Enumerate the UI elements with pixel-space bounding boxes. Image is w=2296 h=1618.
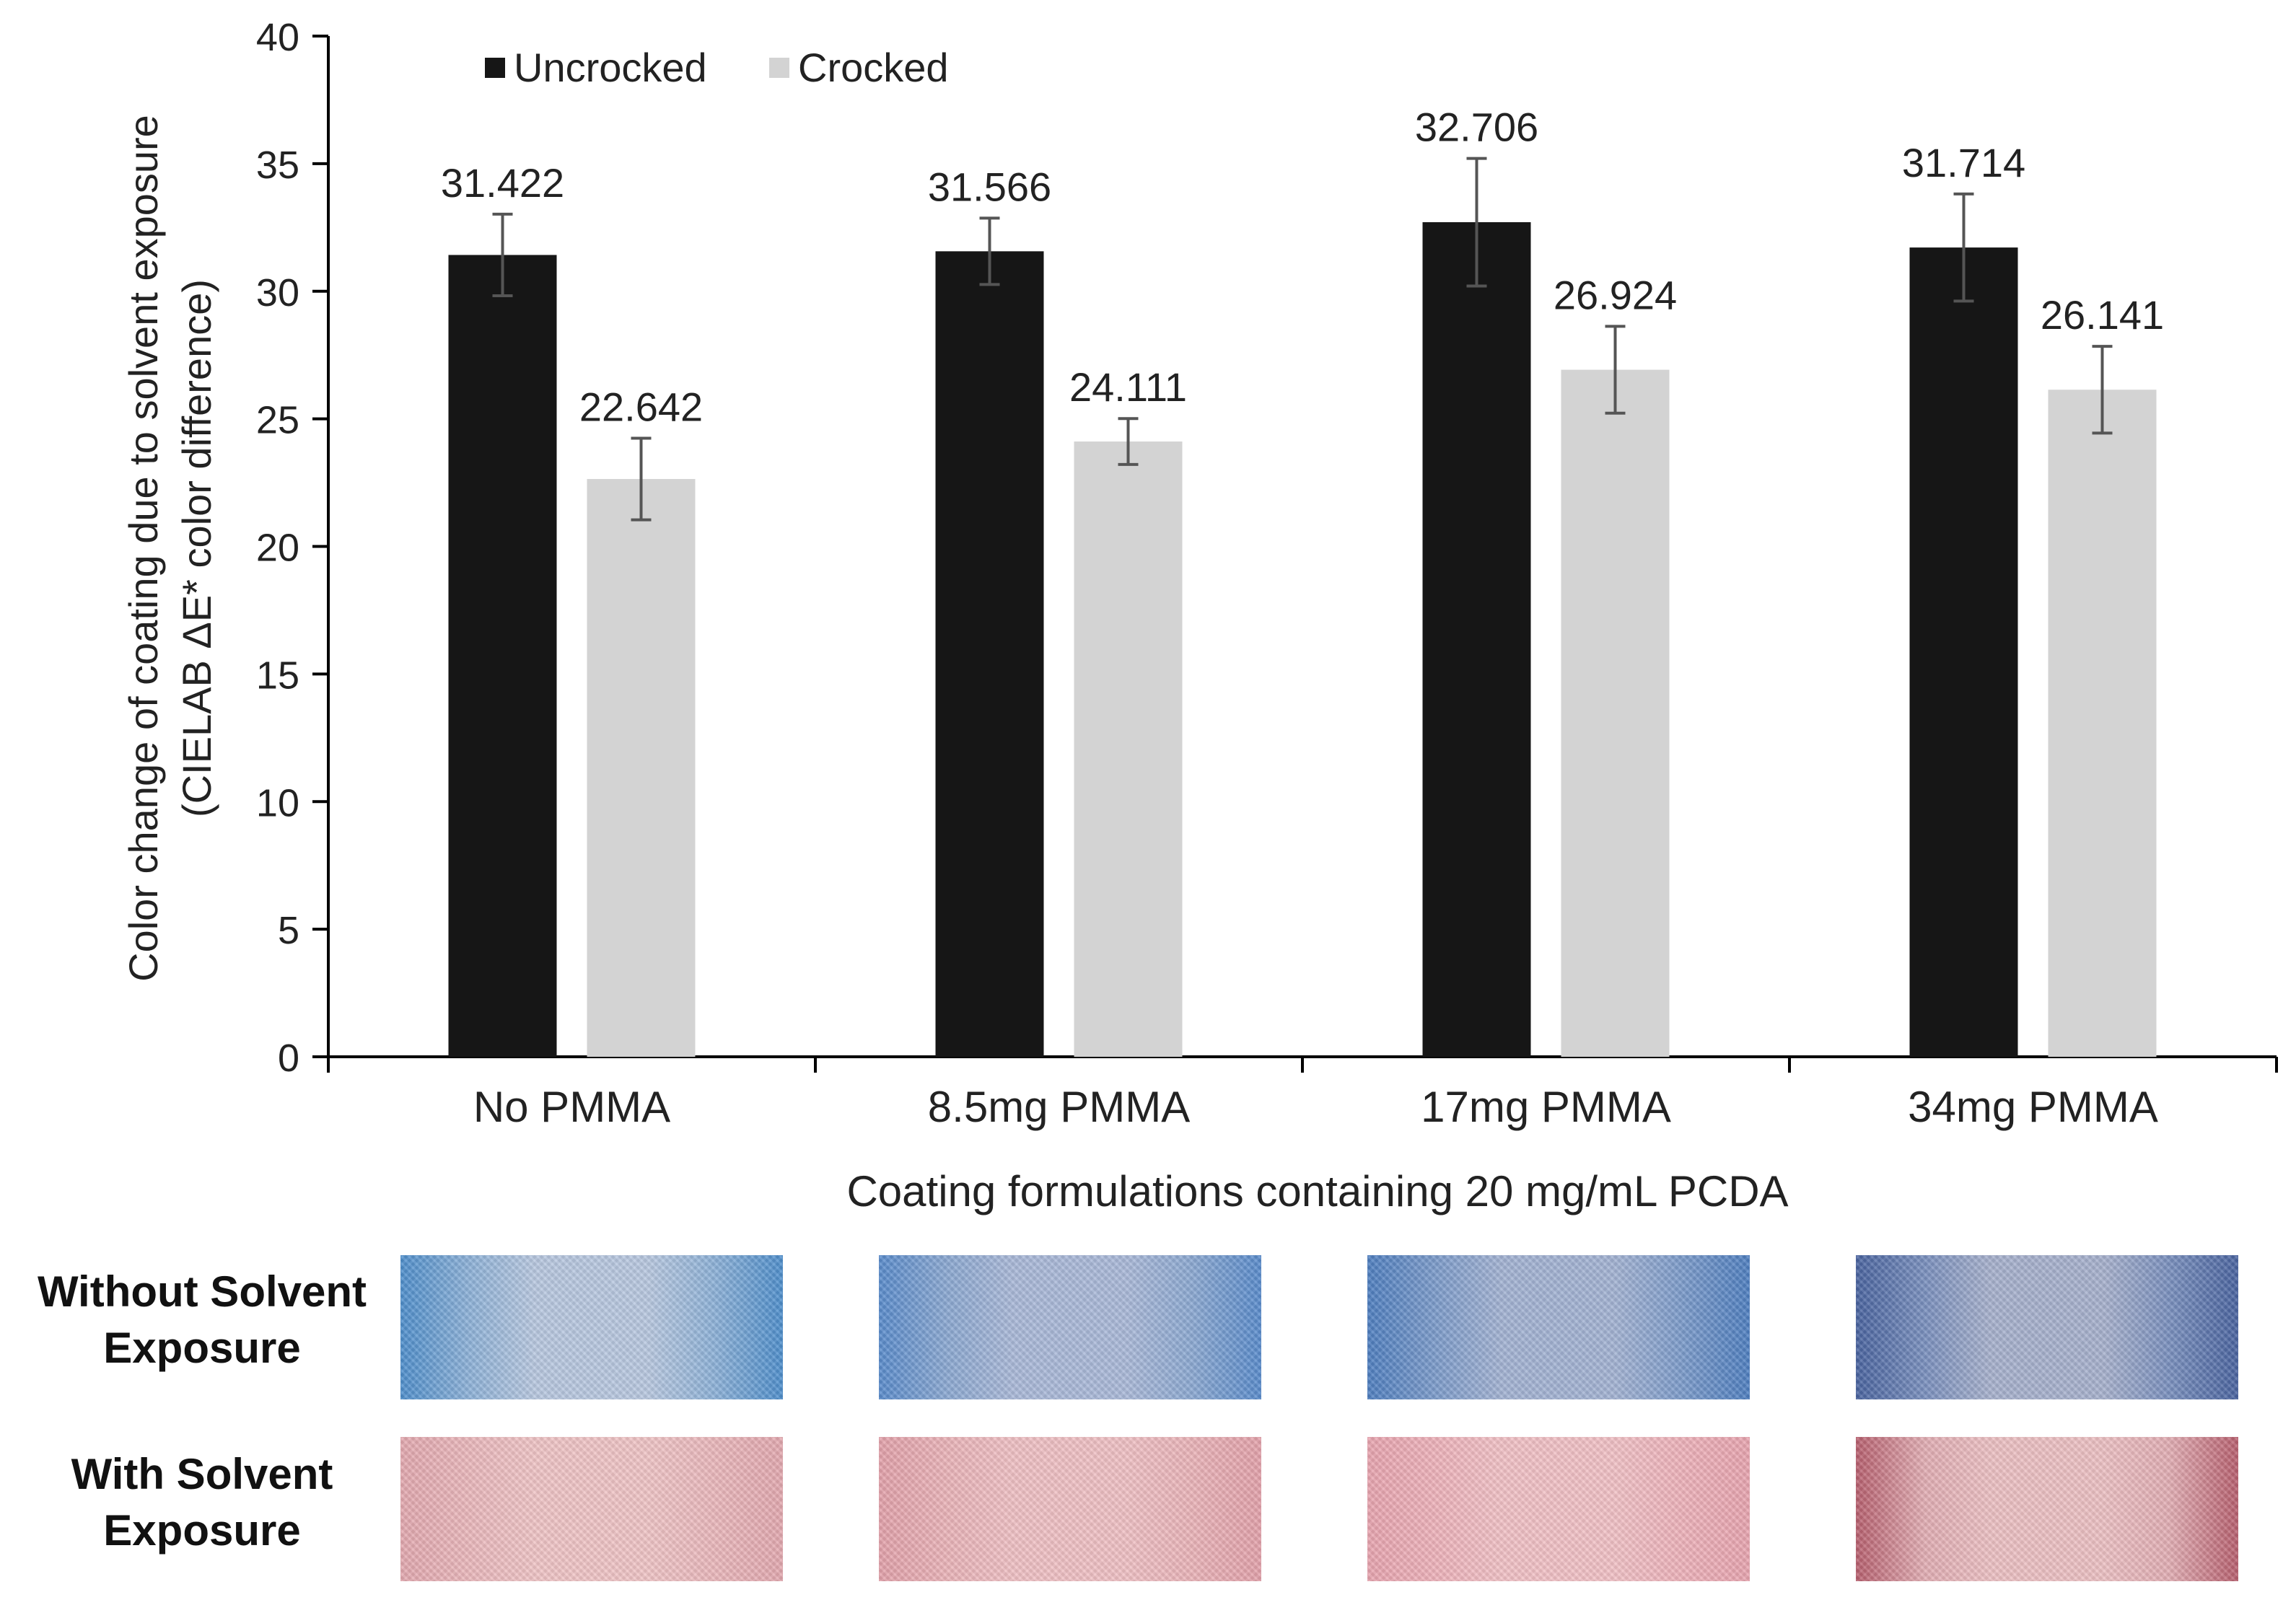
x-category-label: 34mg PMMA	[1908, 1083, 2158, 1131]
fabric-texture	[400, 1255, 783, 1399]
fabric-texture	[1367, 1437, 1750, 1581]
x-category-label: No PMMA	[473, 1083, 670, 1131]
data-label: 22.642	[579, 384, 703, 429]
fabric-texture	[1367, 1255, 1750, 1399]
fabric-swatch-image	[879, 1255, 1261, 1399]
bar-uncrocked	[448, 255, 557, 1057]
swatch-row-label-without-solvent: Without Solvent Exposure	[14, 1264, 390, 1376]
data-label: 26.924	[1554, 272, 1677, 317]
fabric-swatch-image	[1856, 1255, 2238, 1399]
data-label: 31.422	[441, 160, 564, 206]
x-axis-title: Coating formulations containing 20 mg/mL…	[846, 1167, 1788, 1215]
data-label: 31.714	[1902, 140, 2025, 185]
fabric-swatch-image	[1856, 1437, 2238, 1581]
y-tick-label: 40	[256, 16, 299, 59]
x-category-label: 8.5mg PMMA	[928, 1083, 1190, 1131]
fabric-texture	[1856, 1255, 2238, 1399]
fabric-swatch-image	[1367, 1437, 1750, 1581]
legend-swatch-crocked	[769, 58, 789, 78]
row-label-line: With Solvent	[71, 1450, 333, 1498]
y-tick-label: 15	[256, 654, 299, 697]
row-label-line: Without Solvent	[37, 1267, 367, 1316]
y-tick-label: 25	[256, 399, 299, 442]
bar-uncrocked	[1422, 222, 1531, 1057]
fabric-swatch-image	[879, 1437, 1261, 1581]
legend-label-crocked: Crocked	[798, 45, 949, 90]
fabric-texture	[879, 1437, 1261, 1581]
legend-swatch-uncrocked	[485, 58, 505, 78]
data-label: 31.566	[928, 164, 1051, 209]
y-tick-label: 20	[256, 527, 299, 570]
fabric-swatch-image	[400, 1437, 783, 1581]
y-tick-label: 0	[278, 1037, 299, 1080]
bar-uncrocked	[1909, 247, 2018, 1058]
y-tick-label: 5	[278, 909, 299, 952]
fabric-swatch-image	[1367, 1255, 1750, 1399]
bar-uncrocked	[935, 251, 1044, 1057]
bar-crocked	[2048, 390, 2157, 1057]
bar-chart: Color change of coating due to solvent e…	[121, 16, 2278, 1215]
data-label: 24.111	[1069, 364, 1187, 410]
bar-crocked	[1074, 441, 1183, 1057]
data-label: 32.706	[1415, 105, 1538, 150]
data-label: 26.141	[2041, 292, 2164, 338]
swatch-row-label-with-solvent: With Solvent Exposure	[14, 1446, 390, 1559]
row-label-line: Exposure	[103, 1324, 301, 1372]
fabric-texture	[400, 1437, 783, 1581]
y-tick-label: 10	[256, 781, 299, 825]
fabric-texture	[879, 1255, 1261, 1399]
row-label-line: Exposure	[103, 1506, 301, 1555]
legend-label-uncrocked: Uncrocked	[514, 45, 707, 90]
fabric-swatch-image	[400, 1255, 783, 1399]
y-tick-label: 30	[256, 271, 299, 315]
y-axis-title-line1: Color change of coating due to solvent e…	[121, 115, 166, 982]
fabric-texture	[1856, 1437, 2238, 1581]
x-category-label: 17mg PMMA	[1421, 1083, 1671, 1131]
bar-crocked	[587, 479, 696, 1057]
y-axis-title-line2: (CIELAB ΔE* color difference)	[174, 279, 219, 817]
y-tick-label: 35	[256, 144, 299, 187]
bar-crocked	[1561, 369, 1670, 1057]
